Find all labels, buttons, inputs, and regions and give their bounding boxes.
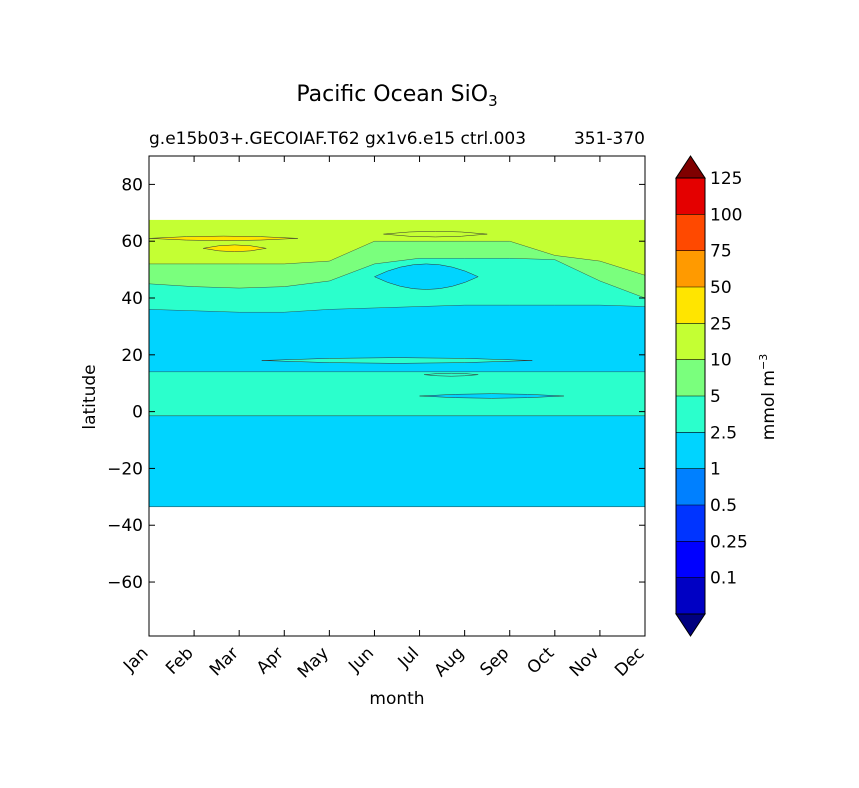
colorbar-segment bbox=[676, 505, 705, 542]
colorbar-tick-label: 50 bbox=[710, 278, 732, 298]
colorbar-label-text: mmol m bbox=[759, 370, 779, 440]
colorbar-segment bbox=[676, 541, 705, 578]
title-subscript: 3 bbox=[488, 92, 498, 110]
y-axis-label: latitude bbox=[80, 364, 100, 429]
colorbar-label-exponent: −3 bbox=[757, 354, 770, 370]
contour-fill bbox=[149, 219, 645, 507]
contour-feature-2 bbox=[149, 235, 298, 241]
x-tick-label: Dec bbox=[611, 643, 648, 680]
y-tick-label: 20 bbox=[121, 346, 143, 366]
colorbar-tick-label: 0.5 bbox=[710, 496, 737, 516]
colorbar-segment bbox=[676, 468, 705, 505]
x-tick-label: Sep bbox=[476, 643, 513, 680]
title-text: Pacific Ocean SiO bbox=[296, 82, 488, 107]
plot-frame bbox=[148, 155, 646, 637]
chart-subtitle-right: 351-370 bbox=[574, 129, 645, 149]
colorbar-tick-label: 25 bbox=[710, 314, 732, 334]
colorbar-segment bbox=[676, 359, 705, 396]
contour-feature-6 bbox=[424, 372, 479, 377]
colorbar-extend-max bbox=[675, 155, 706, 179]
colorbar-tick-label: 1 bbox=[710, 460, 721, 480]
x-axis-label: month bbox=[369, 689, 424, 709]
x-tick-label: Apr bbox=[253, 643, 288, 678]
y-tick-label: 40 bbox=[121, 289, 143, 309]
x-tick-label: Oct bbox=[523, 643, 558, 678]
chart-subtitle-left: g.e15b03+.GECOIAF.T62 gx1v6.e15 ctrl.003 bbox=[149, 129, 526, 149]
chart-title: Pacific Ocean SiO3 bbox=[296, 82, 497, 110]
y-tick-label: −60 bbox=[107, 573, 143, 593]
colorbar-segment bbox=[676, 214, 705, 251]
x-tick-label: Jan bbox=[119, 643, 152, 676]
colorbar-tick-label: 0.25 bbox=[710, 532, 748, 552]
colorbar-tick-label: 125 bbox=[710, 169, 742, 189]
colorbar-tick-label: 0.1 bbox=[710, 569, 737, 589]
colorbar-label: mmol m−3 bbox=[757, 354, 779, 440]
y-tick-label: 80 bbox=[121, 175, 143, 195]
colorbar-tick-label: 10 bbox=[710, 351, 732, 371]
x-tick-label: May bbox=[294, 643, 333, 682]
colorbar-tick-label: 100 bbox=[710, 205, 742, 225]
y-tick-label: 60 bbox=[121, 232, 143, 252]
band-1-2.5-south bbox=[149, 415, 645, 507]
contour-feature-7 bbox=[419, 393, 564, 399]
plot-area: Jan Feb Mar Apr May Jun Jul Aug Sep Oct Nov Dec −60 −… bbox=[107, 155, 649, 682]
colorbar-extend-min bbox=[675, 613, 706, 637]
colorbar-segment bbox=[676, 178, 705, 215]
contour-feature-5 bbox=[261, 357, 533, 364]
x-tick-label: Nov bbox=[566, 643, 604, 681]
x-tick-label: Jul bbox=[394, 643, 423, 672]
band-2.5-5-equatorial bbox=[149, 371, 645, 417]
contour-feature-1 bbox=[203, 244, 267, 252]
y-tick-label: −40 bbox=[107, 516, 143, 536]
x-tick-label: Aug bbox=[431, 643, 469, 681]
colorbar-segment bbox=[676, 396, 705, 433]
y-tick-label: 0 bbox=[132, 403, 143, 423]
colorbar: 0.1 0.25 0.5 1 2.5 5 10 25 50 75 100 125 bbox=[675, 155, 748, 637]
x-tick-label: Feb bbox=[162, 643, 197, 678]
x-tick-label: Mar bbox=[206, 643, 243, 680]
colorbar-tick-label: 5 bbox=[710, 387, 721, 407]
colorbar-tick-label: 75 bbox=[710, 242, 732, 262]
colorbar-segment bbox=[676, 432, 705, 469]
colorbar-segment bbox=[676, 323, 705, 360]
contour-feature-4 bbox=[373, 263, 479, 290]
contour-feature-3 bbox=[383, 231, 488, 238]
x-tick-label: Jun bbox=[344, 643, 378, 677]
colorbar-segment bbox=[676, 250, 705, 287]
colorbar-segment bbox=[676, 577, 705, 614]
y-tick-label: −20 bbox=[107, 459, 143, 479]
colorbar-tick-label: 2.5 bbox=[710, 423, 737, 443]
colorbar-segment bbox=[676, 287, 705, 324]
